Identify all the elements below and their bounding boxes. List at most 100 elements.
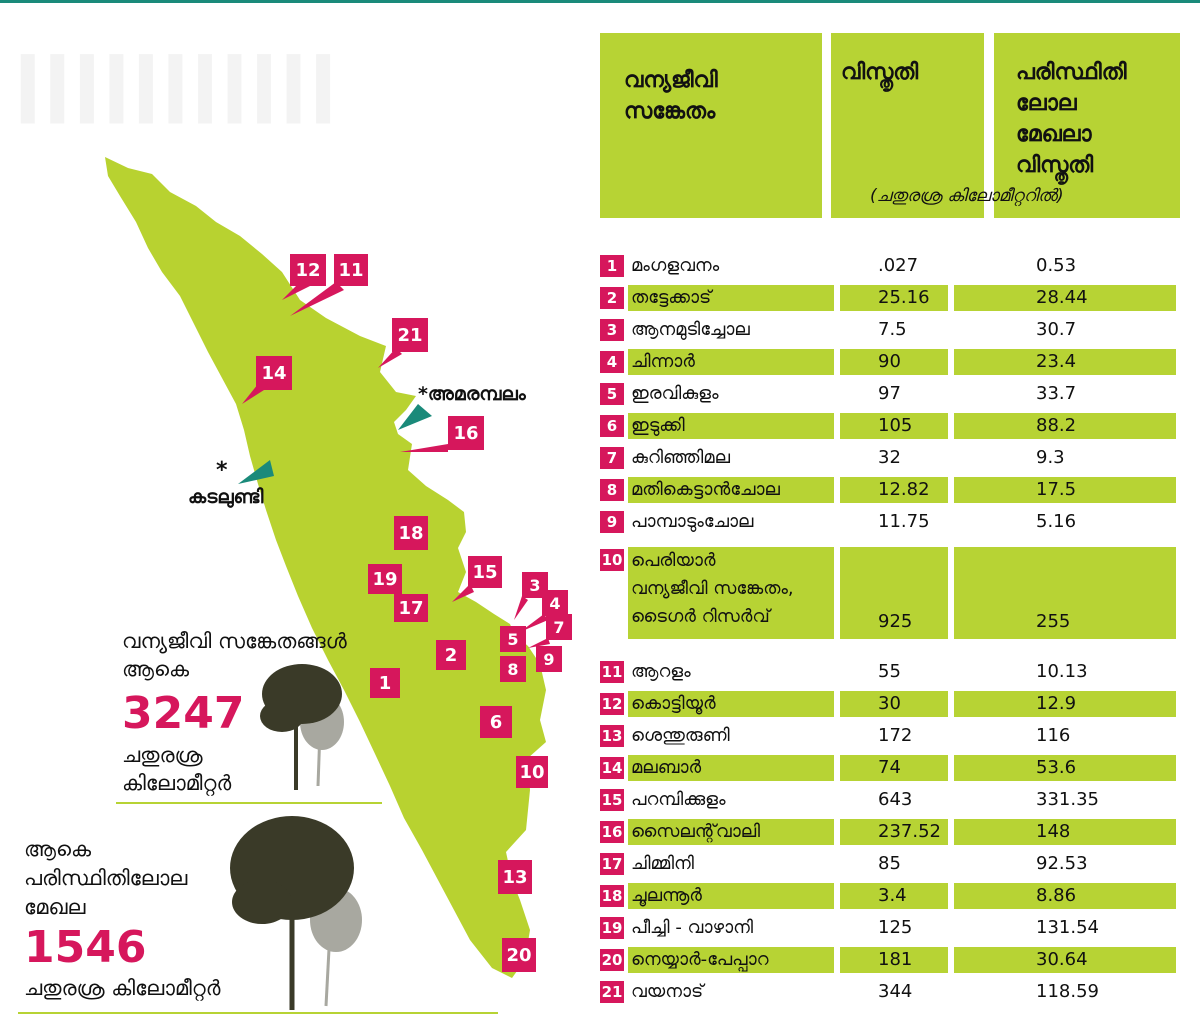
marker-number: 18	[398, 523, 423, 544]
eco-zone-area: 148	[954, 819, 1176, 845]
sanctuary-name: വയനാട്	[631, 981, 704, 1002]
eco-zone-area: 331.35	[1036, 789, 1099, 810]
sanctuary-area: 32	[878, 447, 901, 468]
marker-number: 11	[338, 260, 363, 281]
marker-number: 1	[379, 673, 392, 694]
eco-zone-label-2: പരിസ്ഥിതിലോല	[24, 866, 188, 890]
sanctuary-area: 237.52	[840, 819, 948, 845]
sanctuary-name: മതികെട്ടാൻചോല	[628, 477, 834, 503]
marker-number: 20	[506, 945, 531, 966]
row-number-badge: 9	[600, 511, 624, 533]
marker-number: 9	[543, 650, 554, 669]
sanctuary-area: 172	[878, 725, 913, 746]
marker-number: 12	[295, 260, 320, 281]
row-number-badge: 20	[600, 949, 624, 971]
row-number-badge: 3	[600, 319, 624, 341]
header-eco-zone-line: വിസ്തൃതി	[1016, 153, 1094, 178]
marker-number: 3	[529, 576, 540, 595]
map-marker-6: 6	[480, 706, 512, 738]
marker-number: 14	[261, 363, 286, 384]
sanctuary-name: മംഗളവനം	[631, 255, 720, 276]
header-area-line: വിസ്തൃതി	[841, 60, 919, 85]
marker-number: 4	[549, 594, 560, 613]
sanctuary-name: ചൂലന്നൂർ	[628, 883, 834, 909]
sanctuary-area: 97	[878, 383, 901, 404]
marker-number: 21	[397, 325, 422, 346]
eco-zone-area: 116	[1036, 725, 1071, 746]
sanctuary-area: 125	[878, 917, 913, 938]
map-marker-15: 15	[452, 556, 502, 602]
row-number-badge: 2	[600, 287, 624, 309]
kerala-map-shape	[105, 157, 546, 978]
sanctuaries-unit-2: കിലോമീറ്റർ	[122, 771, 232, 795]
marker-pointer	[400, 444, 448, 452]
header-eco-zone-line: ലോല	[1016, 91, 1077, 116]
row-number-badge: 16	[600, 821, 624, 843]
eco-zone-area: 131.54	[1036, 917, 1099, 938]
map-marker-14: 14	[242, 356, 292, 404]
marker-badge	[392, 318, 428, 352]
amarambalam-pointer	[398, 404, 432, 430]
row-number-badge: 10	[600, 549, 624, 571]
sanctuary-name: ആനമുടിച്ചോല	[631, 319, 750, 340]
eco-zone-area: 8.86	[954, 883, 1176, 909]
marker-number: 2	[445, 645, 458, 666]
row-number-badge: 17	[600, 853, 624, 875]
marker-pointer	[378, 348, 402, 368]
sanctuaries-unit: ചതുരശ്ര	[122, 743, 203, 767]
sanctuaries-divider	[116, 802, 382, 804]
eco-zone-unit: ചതുരശ്ര കിലോമീറ്റർ	[24, 976, 221, 1000]
sanctuary-area: 74	[840, 755, 948, 781]
eco-zone-area: 0.53	[1036, 255, 1077, 276]
eco-zone-area: 92.53	[1036, 853, 1088, 874]
map-marker-19: 19	[368, 564, 402, 594]
marker-badge	[334, 254, 368, 286]
header-sanctuary-line: സങ്കേതം	[624, 99, 716, 124]
sanctuary-name: സൈലന്റ്‌വാലി	[628, 819, 834, 845]
marker-badge	[436, 640, 466, 670]
marker-badge	[394, 516, 428, 550]
eco-zone-area: 23.4	[954, 349, 1176, 375]
eco-zone-area: 118.59	[1036, 981, 1099, 1002]
row-number-badge: 7	[600, 447, 624, 469]
marker-badge	[546, 614, 572, 640]
row-number-badge: 13	[600, 725, 624, 747]
sanctuary-area: 30	[840, 691, 948, 717]
sanctuaries-total: 3247	[122, 688, 245, 739]
marker-pointer	[452, 584, 474, 602]
sanctuary-name: കൊട്ടിയൂർ	[628, 691, 834, 717]
sanctuary-area: 55	[878, 661, 901, 682]
marker-number: 13	[502, 867, 527, 888]
map-marker-4: 4	[520, 590, 568, 632]
marker-number: 15	[472, 562, 497, 583]
marker-number: 19	[372, 569, 397, 590]
eco-zone-area: 9.3	[1036, 447, 1065, 468]
sanctuary-name-line: പെരിയാർ	[631, 550, 716, 571]
marker-number: 17	[398, 598, 423, 619]
header-eco-zone-area: പരിസ്ഥിതി ലോല മേഖലാ വിസ്തൃതി	[994, 33, 1180, 218]
map-marker-10: 10	[516, 756, 548, 788]
row-number-badge: 18	[600, 885, 624, 907]
marker-badge	[500, 626, 526, 652]
marker-badge	[370, 668, 400, 698]
sanctuary-area: .027	[878, 255, 919, 276]
unit-note: (ചതുരശ്ര കിലോമീറ്ററിൽ)	[870, 186, 1064, 206]
row-number-badge: 15	[600, 789, 624, 811]
kadalundi-pointer	[238, 460, 274, 484]
header-sanctuary-line: വന്യജീവി	[624, 68, 718, 93]
sanctuary-area: 12.82	[840, 477, 948, 503]
eco-zone-area: 5.16	[1036, 511, 1077, 532]
map-marker-2: 2	[436, 640, 466, 670]
sanctuary-area: 925	[840, 547, 948, 639]
sanctuary-name: നെയ്യാർ-പേപ്പാറ	[628, 947, 834, 973]
marker-badge	[536, 646, 562, 672]
kadalundi-star: *	[216, 458, 228, 483]
eco-zone-area: 53.6	[954, 755, 1176, 781]
marker-badge	[468, 556, 502, 588]
marker-pointer	[514, 596, 528, 620]
row-number-badge: 11	[600, 661, 624, 683]
sanctuary-area: 85	[878, 853, 901, 874]
kadalundi-label: കടലുണ്ടി	[188, 486, 264, 508]
